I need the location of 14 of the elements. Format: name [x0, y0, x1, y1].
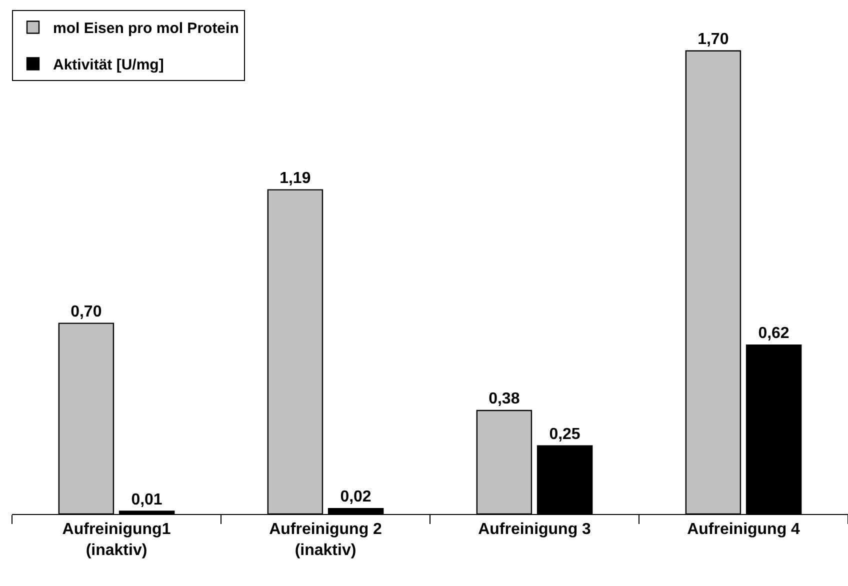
x-tick-label: Aufreinigung 3: [478, 521, 592, 538]
data-label: 0,62: [758, 325, 790, 342]
x-tick-label: Aufreinigung1 (inaktiv): [62, 521, 171, 559]
x-tick-label: Aufreinigung 4: [687, 521, 800, 538]
data-label: 0,70: [70, 303, 102, 320]
data-label: 1,19: [280, 170, 311, 187]
legend-label: Aktivität [U/mg]: [53, 56, 164, 74]
legend-label: mol Eisen pro mol Protein: [53, 20, 239, 38]
data-label: 0,02: [340, 488, 372, 506]
data-label: 0,01: [131, 491, 162, 508]
x-tick-label: Aufreinigung 2 (inaktiv): [269, 521, 382, 559]
data-label: 1,70: [698, 30, 729, 48]
data-label: 0,38: [488, 390, 520, 408]
data-label: 0,25: [549, 426, 580, 443]
